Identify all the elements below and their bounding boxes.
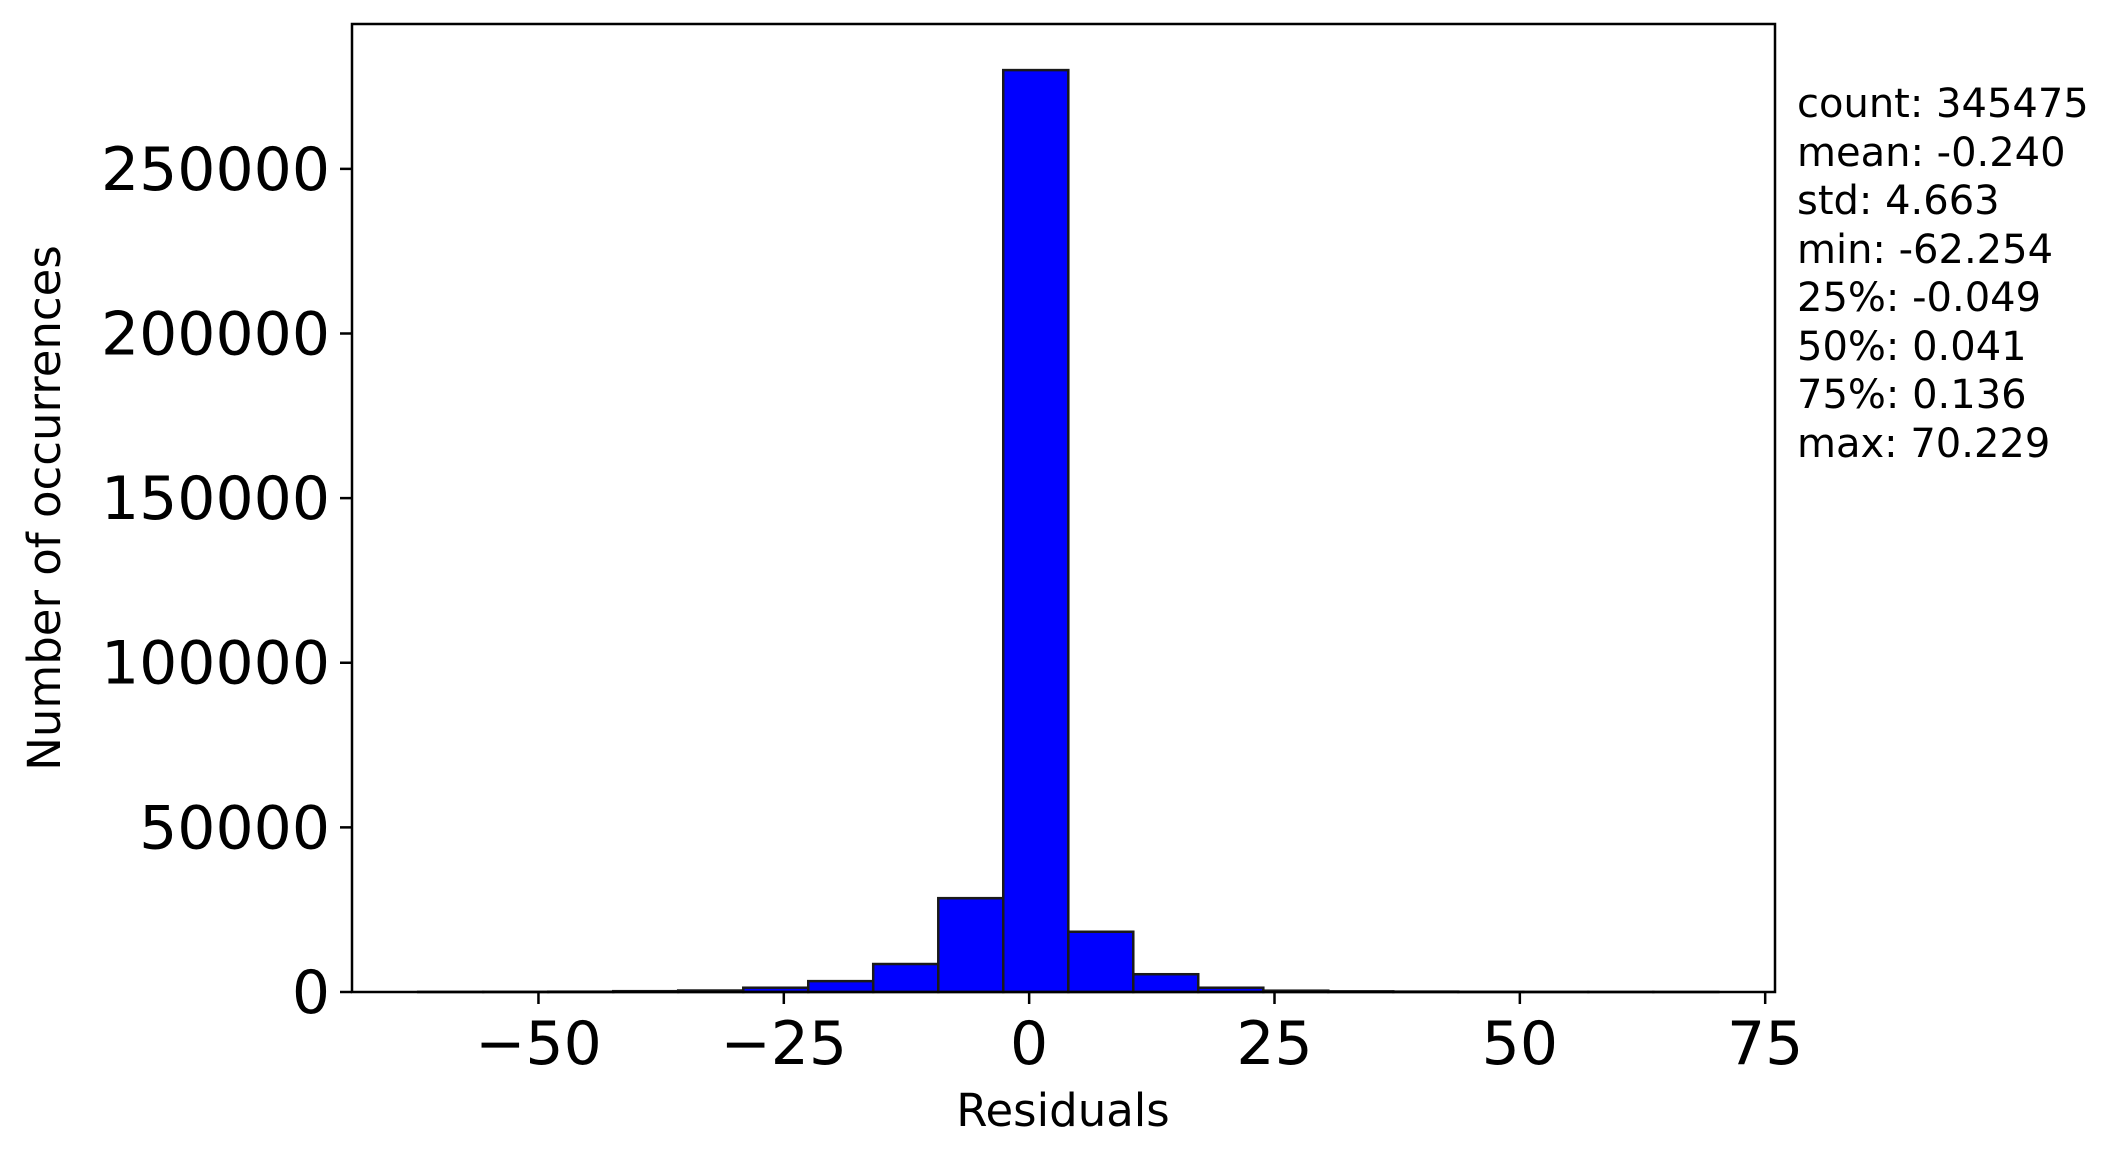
- y-tick-label: 0: [292, 958, 330, 1028]
- histogram-bar: [937, 896, 1005, 994]
- plot-frame: [350, 22, 1777, 994]
- x-axis-label: Residuals: [956, 1084, 1170, 1137]
- y-tick-label: 100000: [101, 629, 330, 699]
- x-tick-label: 25: [1236, 1009, 1312, 1079]
- stat-line: 50%: 0.041: [1797, 323, 2027, 370]
- stat-line: count: 345475: [1797, 81, 2089, 127]
- stat-line: 75%: 0.136: [1797, 372, 2027, 418]
- histogram-bar: [806, 979, 875, 994]
- histogram-bars: [416, 68, 1720, 994]
- x-tick-label: 0: [1010, 1009, 1048, 1079]
- y-tick-label: 200000: [101, 299, 330, 369]
- stat-line: min: -62.254: [1797, 226, 2054, 273]
- x-tick-label: −50: [475, 1009, 602, 1079]
- stat-line: 25%: -0.049: [1797, 275, 2042, 321]
- y-tick-label: 150000: [101, 464, 330, 534]
- stat-line: mean: -0.240: [1797, 129, 2066, 176]
- x-tick-label: −25: [720, 1009, 847, 1079]
- histogram-bar: [871, 962, 940, 994]
- histogram-bar: [1001, 68, 1070, 994]
- histogram-bar: [1067, 930, 1135, 994]
- y-tick-label: 50000: [139, 793, 330, 863]
- x-axis-ticks: −50 −25 0 25 50 75: [475, 992, 1803, 1079]
- stat-line: max: 70.229: [1797, 420, 2051, 467]
- stat-line: std: 4.663: [1797, 178, 2000, 224]
- x-tick-label: 50: [1482, 1009, 1558, 1079]
- statistics-summary: count: 345475 mean: -0.240 std: 4.663 min: …: [1797, 80, 2089, 468]
- x-tick-label: 75: [1727, 1009, 1803, 1079]
- y-tick-label: 250000: [101, 135, 330, 205]
- y-axis-label: Number of occurrences: [18, 245, 71, 771]
- histogram-bar: [1132, 972, 1200, 994]
- y-axis-ticks: 0 50000 100000 150000 200000 250000: [101, 135, 352, 1028]
